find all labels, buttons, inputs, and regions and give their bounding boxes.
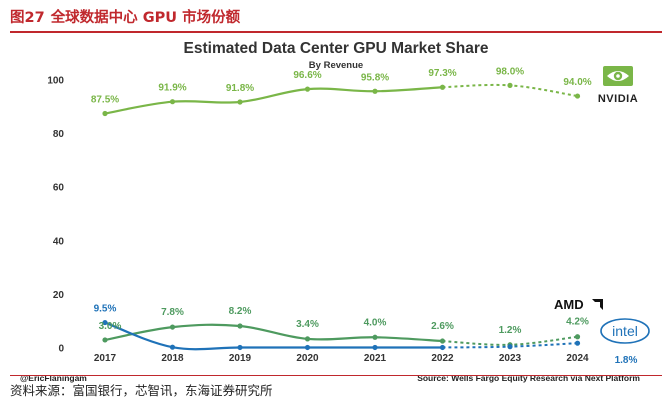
x-tick-label: 2018: [161, 353, 184, 364]
x-tick-label: 2017: [94, 353, 117, 364]
nvidia-wordmark: NVIDIA: [598, 93, 638, 105]
amd-data-label: 2.6%: [431, 321, 454, 332]
footer-rule: [10, 375, 662, 376]
nvidia-point: [507, 82, 513, 88]
x-tick-label: 2021: [364, 353, 387, 364]
y-tick-label: 0: [58, 344, 64, 355]
figure-number: 图27: [10, 10, 45, 26]
nvidia-data-label: 91.8%: [226, 83, 254, 94]
x-tick-label: 2020: [296, 353, 319, 364]
amd-point: [169, 324, 176, 330]
nvidia-data-label: 98.0%: [496, 66, 524, 77]
amd-data-label: 7.8%: [161, 307, 184, 318]
x-tick-label: 2022: [431, 353, 454, 364]
nvidia-point: [372, 88, 378, 94]
amd-data-label: 1.2%: [499, 325, 522, 336]
series-layer: [102, 82, 581, 351]
intel-point: [574, 340, 581, 346]
amd-data-label: 3.0%: [99, 321, 122, 332]
amd-data-label: 4.2%: [566, 317, 589, 328]
y-axis: 0 20 40 60 80 100: [47, 76, 64, 355]
x-tick-label: 2019: [229, 353, 252, 364]
x-tick-label: 2023: [499, 353, 522, 364]
intel-point: [507, 344, 513, 350]
y-tick-label: 40: [53, 236, 65, 247]
figure-header: 图27 全球数据中心 GPU 市场份额: [10, 6, 672, 30]
amd-point: [439, 338, 446, 344]
nvidia-point: [102, 110, 108, 117]
figure-source: 资料来源：富国银行，芯智讯，东海证券研究所: [10, 383, 273, 398]
intel-wordmark: intel: [612, 323, 638, 339]
amd-point: [237, 323, 243, 329]
amd-line-actual: [104, 323, 443, 343]
figure-caption: 全球数据中心 GPU 市场份额: [50, 10, 241, 26]
nvidia-line-actual: [104, 86, 443, 115]
intel-point: [102, 319, 108, 326]
y-tick-label: 20: [53, 290, 65, 301]
nvidia-data-label: 94.0%: [563, 77, 591, 88]
intel-line-actual: [104, 321, 443, 351]
intel-data-label: 1.8%: [615, 355, 638, 366]
nvidia-data-label: 97.3%: [428, 68, 456, 79]
intel-swoosh-icon: [600, 318, 650, 344]
amd-point: [304, 336, 311, 342]
chart-subtitle: By Revenue: [309, 60, 363, 71]
amd-data-label: 8.2%: [229, 306, 252, 317]
header-rule: [10, 31, 662, 33]
intel-point: [372, 344, 378, 351]
intel-data-label: 9.5%: [94, 304, 117, 315]
amd-point: [574, 334, 581, 340]
nvidia-eye-icon: [603, 66, 633, 86]
source-note: Source: Wells Fargo Equity Research via …: [417, 373, 640, 383]
intel-point: [304, 344, 311, 351]
y-tick-label: 100: [47, 76, 64, 87]
nvidia-data-label: 95.8%: [361, 72, 389, 83]
intel-point: [439, 344, 446, 351]
y-tick-label: 60: [53, 183, 65, 194]
x-axis: 2017 2018 2019 2020 2021 2022 2023 2024: [94, 353, 589, 364]
nvidia-data-label: 96.6%: [293, 70, 321, 81]
intel-point: [169, 344, 176, 350]
nvidia-point: [169, 99, 176, 105]
amd-arrow-icon: [592, 299, 603, 310]
nvidia-point: [237, 99, 243, 105]
intel-logo: intel: [600, 318, 650, 344]
credit-note: @EricFlaningam: [20, 373, 87, 383]
y-tick-label: 80: [53, 129, 65, 140]
nvidia-data-label: 87.5%: [91, 95, 119, 106]
nvidia-logo: NVIDIA: [598, 66, 638, 105]
amd-data-label: 4.0%: [364, 317, 387, 328]
nvidia-data-label: 91.9%: [158, 83, 186, 94]
amd-point: [102, 337, 108, 343]
nvidia-point: [304, 86, 311, 92]
amd-data-label: 3.4%: [296, 319, 319, 330]
nvidia-point: [574, 93, 581, 99]
chart-title: Estimated Data Center GPU Market Share: [184, 40, 489, 57]
intel-point: [237, 344, 243, 351]
amd-wordmark: AMD: [554, 297, 584, 312]
amd-point: [372, 334, 378, 340]
x-tick-label: 2024: [566, 353, 589, 364]
data-labels: 87.5% 91.9% 91.8% 96.6% 95.8% 97.3% 98.0% 94.0%…: [91, 66, 638, 366]
amd-logo: AMD: [554, 297, 603, 312]
nvidia-point: [439, 84, 446, 90]
